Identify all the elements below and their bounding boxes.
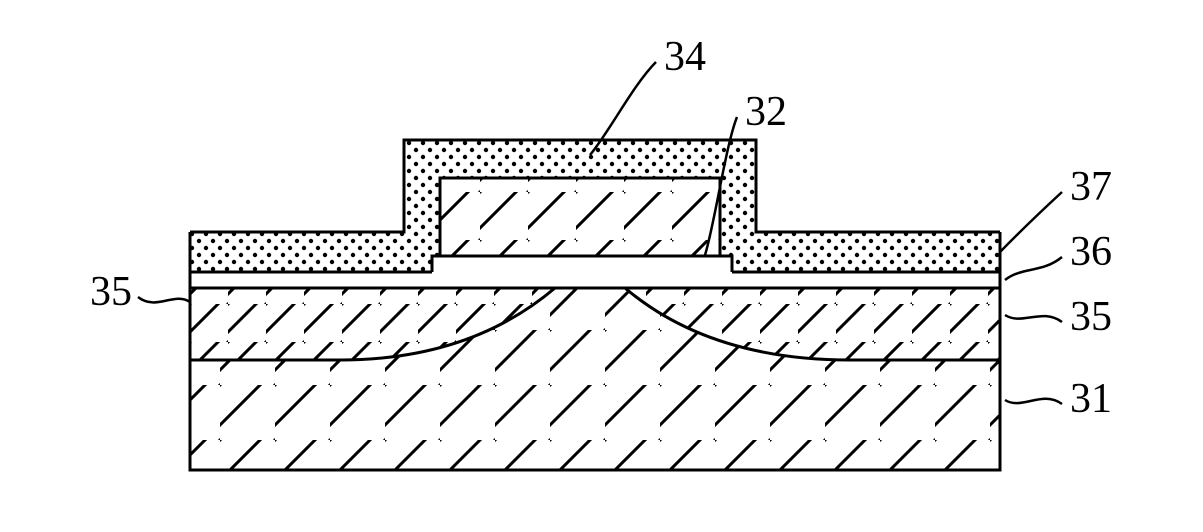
label-text: 32 <box>745 89 787 135</box>
layer-gate <box>440 178 720 256</box>
label-leader <box>138 297 190 302</box>
label-text: 37 <box>1070 164 1112 210</box>
label-text: 31 <box>1070 376 1112 422</box>
label-leader <box>1005 257 1062 280</box>
label-leader <box>1000 192 1062 252</box>
layer-thin-oxide <box>190 272 1000 288</box>
label-text: 35 <box>90 269 132 315</box>
label-leader <box>1005 399 1062 404</box>
label-text: 34 <box>664 34 706 80</box>
layer-gate-dielectric <box>432 256 732 274</box>
label-text: 36 <box>1070 229 1112 275</box>
label-leader <box>1005 315 1062 322</box>
label-text: 35 <box>1070 294 1112 340</box>
